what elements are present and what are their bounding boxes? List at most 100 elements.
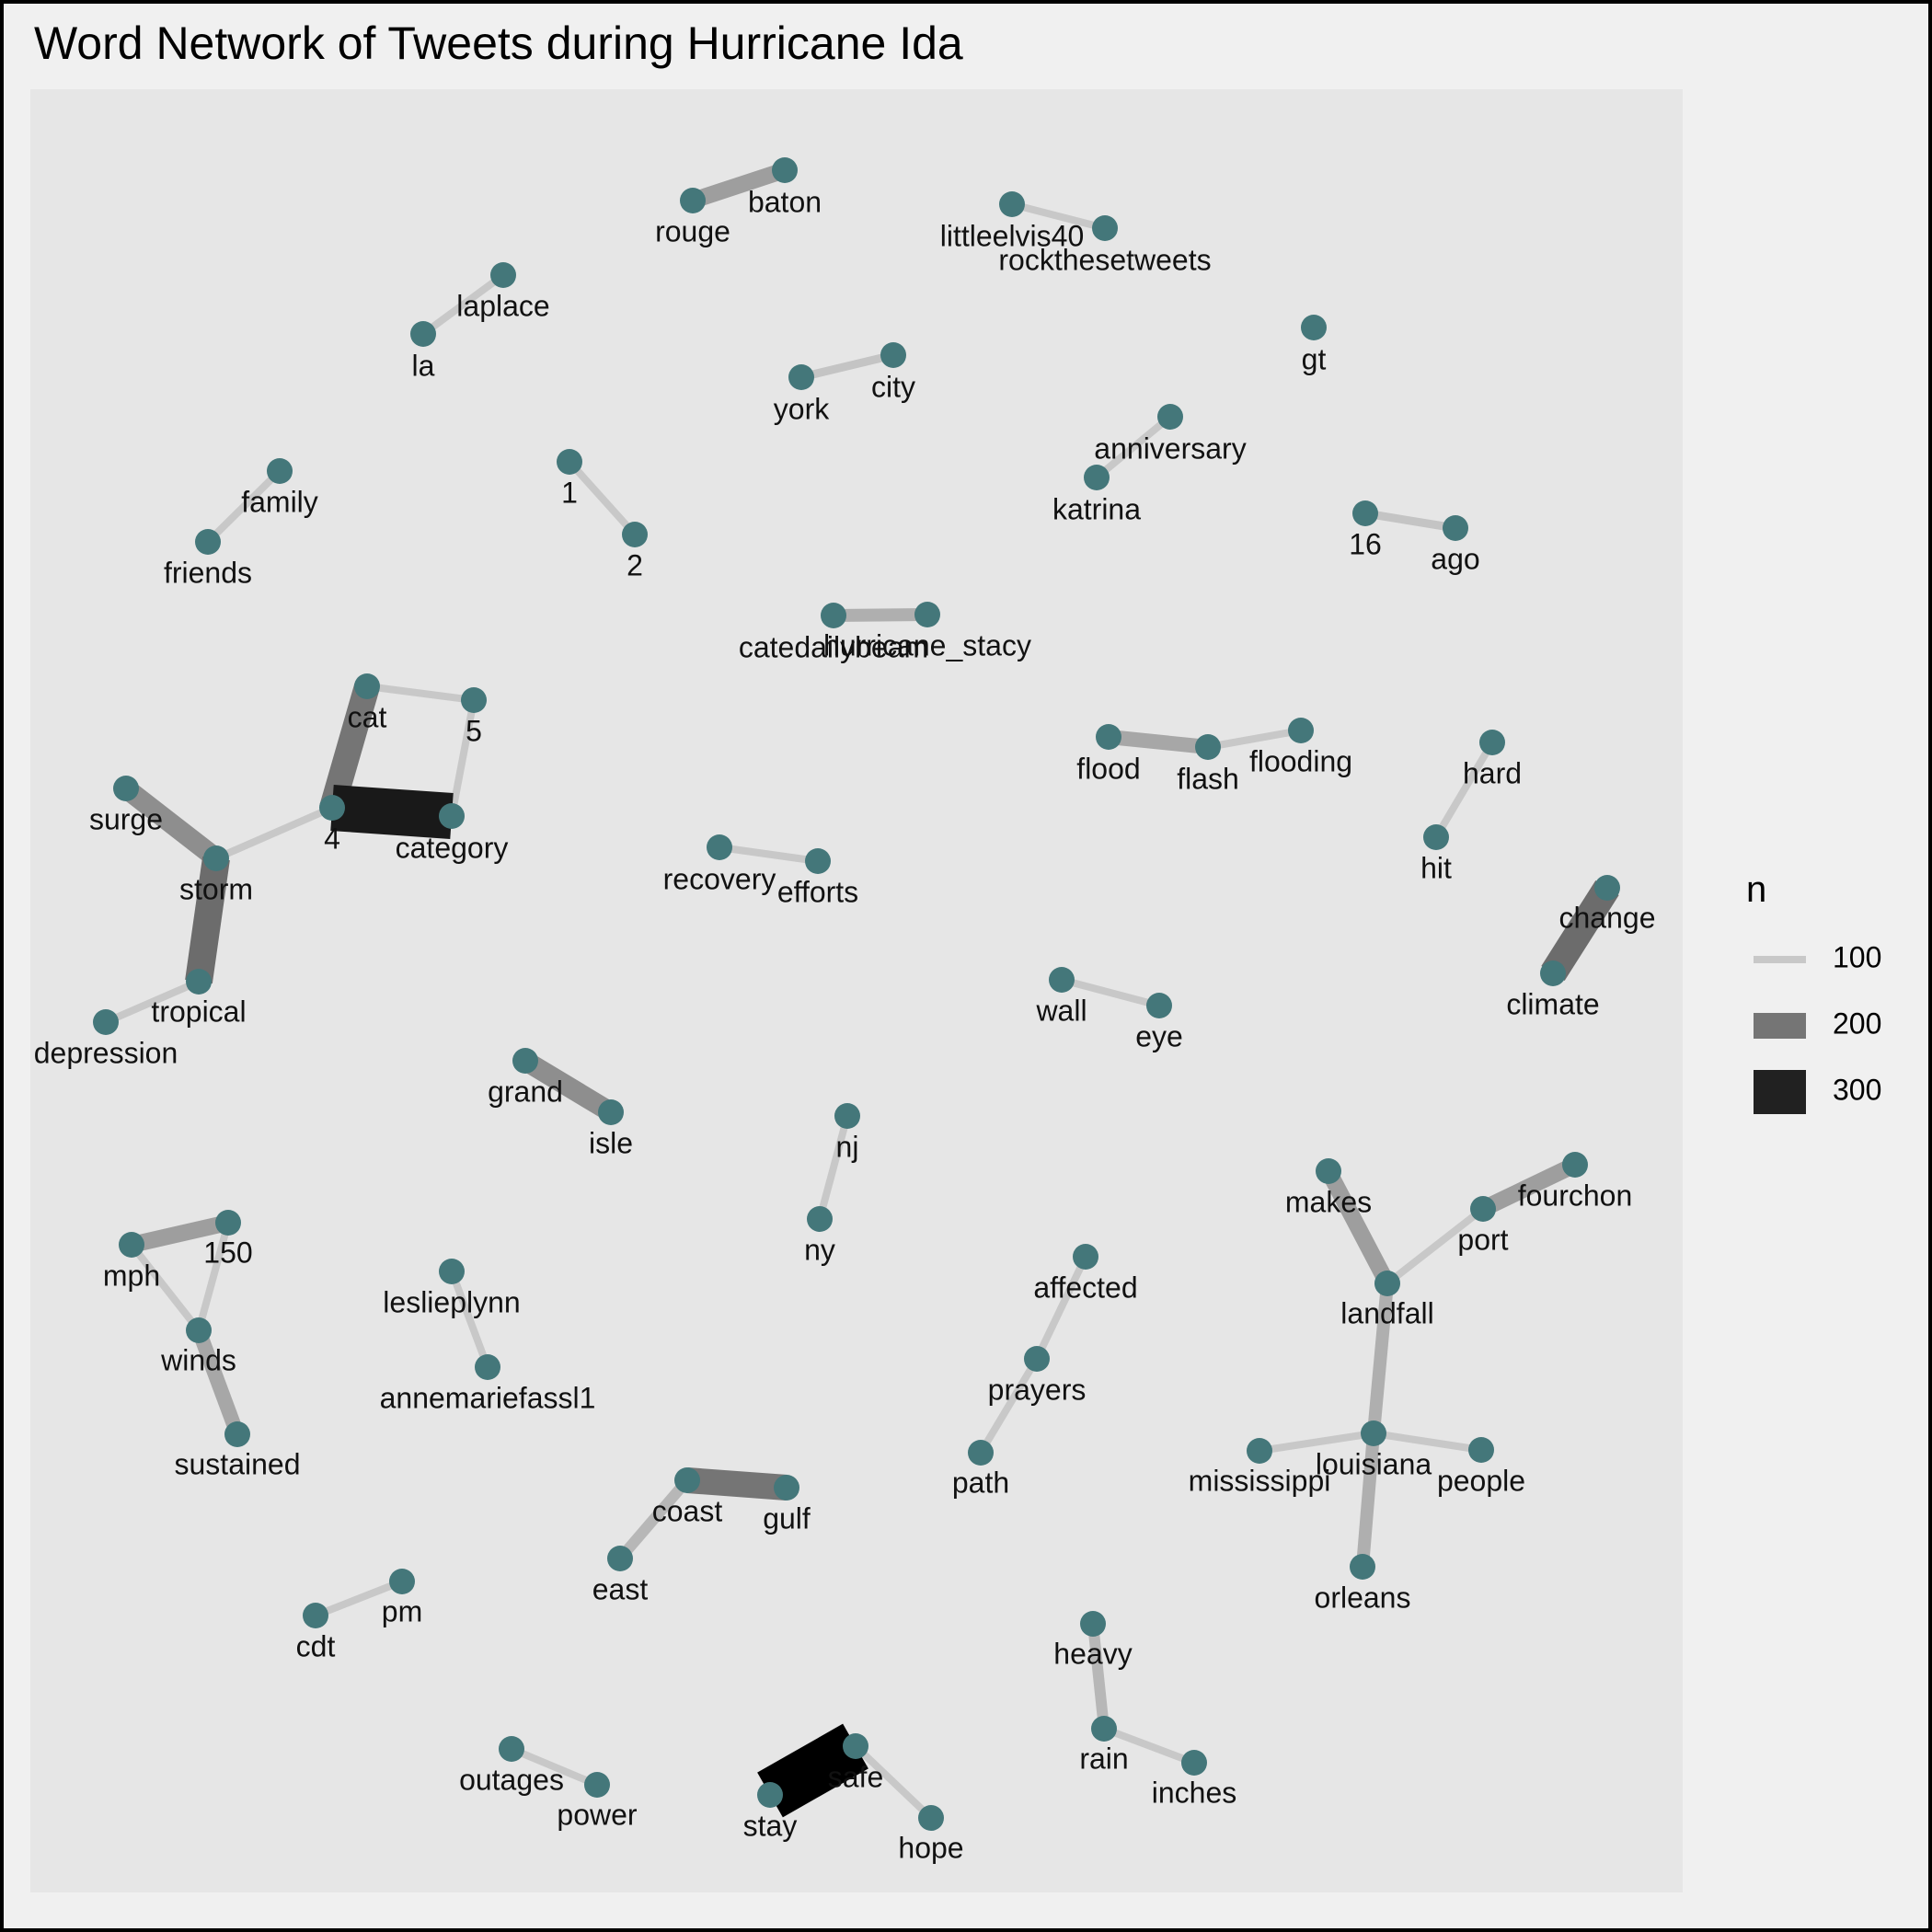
node-surge bbox=[113, 776, 139, 801]
node-label-hit: hit bbox=[1420, 851, 1452, 884]
node-label-cdt: cdt bbox=[296, 1629, 336, 1662]
node-isle bbox=[598, 1099, 624, 1125]
node-label-affected: affected bbox=[1033, 1271, 1137, 1304]
node-rockthesetweets bbox=[1092, 215, 1118, 241]
node-flood bbox=[1096, 724, 1121, 750]
node-label-safe: safe bbox=[828, 1760, 883, 1793]
node-makes bbox=[1316, 1158, 1341, 1184]
node-recovery bbox=[707, 834, 732, 860]
node-port bbox=[1470, 1196, 1496, 1222]
node-city bbox=[880, 342, 906, 368]
node-label-hard: hard bbox=[1463, 756, 1522, 789]
node-eye bbox=[1146, 993, 1172, 1018]
node-label-laplace: laplace bbox=[456, 289, 549, 322]
node-storm bbox=[203, 845, 229, 871]
node-sustained bbox=[224, 1421, 250, 1447]
node-label-n1: 1 bbox=[561, 476, 578, 509]
node-label-mississippi: mississippi bbox=[1189, 1464, 1331, 1497]
node-fourchon bbox=[1562, 1152, 1588, 1178]
node-label-louisiana: louisiana bbox=[1316, 1447, 1432, 1480]
node-prayers bbox=[1024, 1346, 1050, 1372]
edge-la-laplace bbox=[420, 271, 506, 338]
node-label-hurricane-stacy: hurricane_stacy bbox=[823, 628, 1031, 661]
node-label-nj: nj bbox=[836, 1130, 859, 1163]
node-label-prayers: prayers bbox=[988, 1373, 1087, 1406]
node-landfall bbox=[1374, 1271, 1400, 1296]
node-label-n150: 150 bbox=[203, 1236, 252, 1269]
node-coast bbox=[674, 1467, 700, 1493]
node-east bbox=[607, 1546, 633, 1571]
node-hope bbox=[918, 1805, 944, 1831]
edge-winds-sustained bbox=[191, 1328, 245, 1437]
edge-n150-winds bbox=[195, 1221, 232, 1332]
node-orleans bbox=[1350, 1554, 1375, 1580]
node-label-littleelvis40: littleelvis40 bbox=[940, 219, 1085, 252]
edge-n1-n2 bbox=[567, 459, 638, 537]
edge-hard-hit bbox=[1432, 740, 1496, 840]
edge-outages-power bbox=[510, 1745, 599, 1788]
edge-surge-storm bbox=[120, 780, 223, 867]
node-gt bbox=[1301, 315, 1327, 340]
edge-prayers-path bbox=[977, 1356, 1041, 1455]
edge-heavy-rain bbox=[1087, 1623, 1110, 1730]
legend-title: n bbox=[1746, 869, 1766, 910]
node-n1 bbox=[557, 449, 582, 475]
node-cat bbox=[354, 673, 380, 699]
node-affected bbox=[1073, 1244, 1098, 1270]
node-outages bbox=[499, 1736, 524, 1762]
node-efforts bbox=[805, 848, 831, 874]
node-inches bbox=[1181, 1750, 1207, 1776]
node-n16 bbox=[1352, 500, 1378, 526]
node-label-pm: pm bbox=[382, 1594, 422, 1627]
node-rouge bbox=[680, 188, 706, 213]
node-label-catedailybeam: catedailybeam bbox=[739, 630, 928, 663]
node-depression bbox=[93, 1009, 119, 1035]
plot-panel bbox=[30, 89, 1683, 1892]
node-label-grand: grand bbox=[488, 1075, 563, 1108]
edge-york-city bbox=[799, 351, 895, 382]
node-label-n2: 2 bbox=[627, 548, 643, 581]
edge-storm-tropical bbox=[185, 856, 230, 984]
edge-mph-winds bbox=[128, 1242, 202, 1333]
node-label-inches: inches bbox=[1152, 1776, 1237, 1809]
node-label-isle: isle bbox=[589, 1126, 633, 1159]
node-label-change: change bbox=[1559, 901, 1656, 934]
edge-friends-family bbox=[205, 468, 282, 545]
node-label-makes: makes bbox=[1285, 1185, 1372, 1218]
node-flash bbox=[1195, 734, 1221, 760]
node-friends bbox=[195, 529, 221, 555]
node-label-n5: 5 bbox=[466, 714, 482, 747]
edge-port-fourchon bbox=[1479, 1156, 1579, 1217]
node-label-rouge: rouge bbox=[655, 214, 730, 247]
edge-louisiana-orleans bbox=[1356, 1432, 1380, 1568]
edge-n4-category bbox=[330, 785, 454, 839]
node-label-coast: coast bbox=[652, 1494, 723, 1527]
edge-landfall-louisiana bbox=[1367, 1282, 1394, 1434]
node-label-surge: surge bbox=[89, 802, 163, 835]
node-change bbox=[1594, 875, 1620, 901]
node-louisiana bbox=[1361, 1420, 1386, 1446]
node-label-climate: climate bbox=[1506, 987, 1599, 1020]
node-rain bbox=[1091, 1716, 1117, 1742]
node-n150 bbox=[215, 1210, 241, 1236]
node-laplace bbox=[490, 262, 516, 288]
node-ny bbox=[807, 1206, 833, 1232]
node-label-depression: depression bbox=[34, 1036, 178, 1069]
edge-littleelvis40-rockthesetweets bbox=[1011, 201, 1106, 232]
node-power bbox=[584, 1772, 610, 1798]
edge-mph-n150 bbox=[129, 1214, 231, 1253]
node-category bbox=[439, 803, 465, 829]
node-label-category: category bbox=[396, 831, 509, 864]
edge-rain-inches bbox=[1102, 1725, 1196, 1766]
node-label-people: people bbox=[1437, 1464, 1525, 1497]
edge-rouge-baton bbox=[690, 162, 788, 209]
node-grand bbox=[512, 1048, 538, 1074]
node-label-hope: hope bbox=[898, 1831, 963, 1864]
edge-n5-category bbox=[448, 699, 477, 817]
node-heavy bbox=[1080, 1611, 1106, 1637]
node-label-heavy: heavy bbox=[1053, 1637, 1132, 1670]
edge-climate-change bbox=[1541, 880, 1619, 982]
node-label-outages: outages bbox=[459, 1763, 564, 1796]
